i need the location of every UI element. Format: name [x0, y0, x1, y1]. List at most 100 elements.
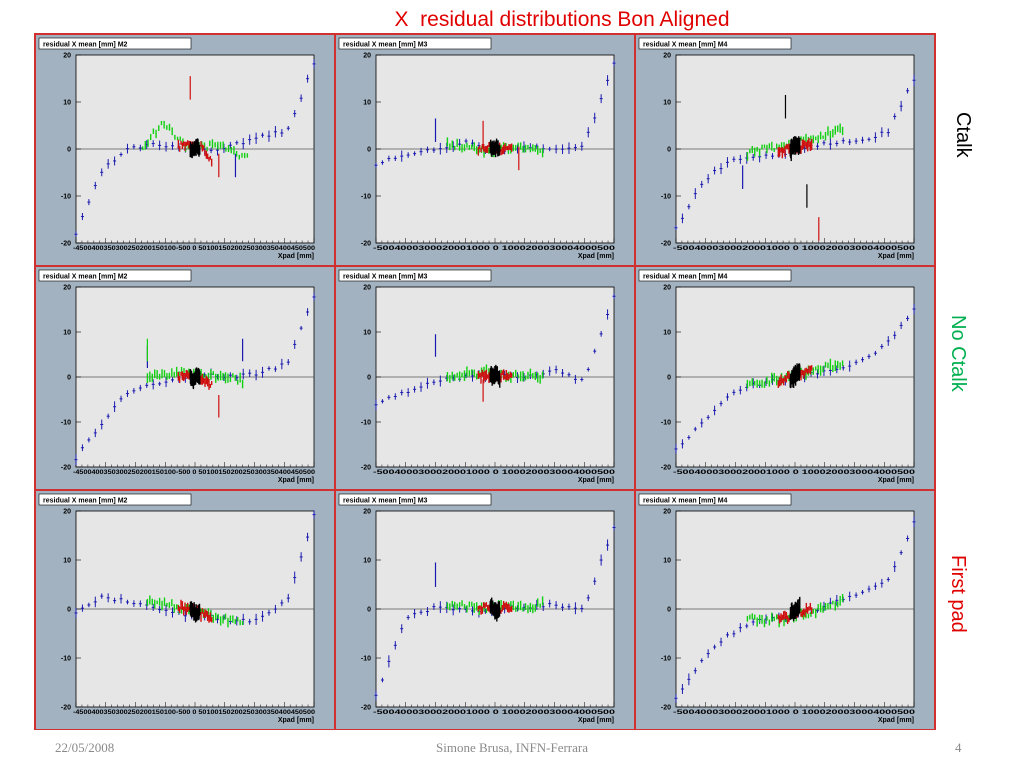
y-tick-label: -20 [661, 705, 671, 712]
plot-title-box [638, 269, 792, 282]
y-tick-label: 0 [367, 375, 371, 382]
y-tick-label: 0 [367, 607, 371, 614]
y-tick-label: -10 [361, 194, 371, 201]
plot-panel: residual X mean [mm] M3 20 10 0 -10 -20 -50040… [335, 490, 635, 730]
plot-svg: residual X mean [mm] M2 20 10 0 -10 -20-45004… [38, 493, 316, 724]
plot-title: residual X mean [mm] M4 [643, 498, 728, 505]
y-tick-label: 20 [363, 509, 371, 516]
row-label-ctalk: Ctalk [952, 112, 974, 158]
y-tick-label: -20 [61, 241, 71, 248]
y-tick-label: 20 [363, 285, 371, 292]
plot-title: residual X mean [mm] M3 [343, 274, 428, 281]
x-axis-label: Xpad [mm] [578, 477, 614, 484]
y-tick-label: -10 [61, 420, 71, 427]
x-tick-labels: -5004000300020001000 0 10002000300040005… [373, 469, 616, 476]
x-tick-labels: -4500400350300250200150100-500 0 5010015… [73, 469, 316, 476]
series-region-4 [784, 94, 808, 208]
y-tick-label: 10 [363, 100, 371, 107]
y-tick-label: -20 [61, 705, 71, 712]
plot-svg: residual X mean [mm] M4 20 10 0 -10 -20-50040… [638, 493, 916, 724]
series-region-4 [189, 601, 201, 623]
footer-date: 22/05/2008 [55, 740, 115, 755]
x-tick-labels: -5004000300020001000 0 10002000300040005… [373, 245, 616, 252]
y-tick-label: 20 [663, 53, 671, 60]
plot-panel: residual X mean [mm] M4 20 10 0 -10 -20 -50040… [635, 266, 935, 490]
x-axis-label: Xpad [mm] [278, 253, 314, 260]
plot-svg: residual X mean [mm] M3 20 10 0 -10 -20-50040… [338, 37, 616, 260]
y-tick-label: -20 [361, 241, 371, 248]
x-tick-labels: -5004000300020001000 0 10002000300040005… [673, 245, 916, 252]
series-region-4 [489, 138, 501, 158]
y-tick-label: 20 [63, 509, 71, 516]
y-tick-label: -20 [61, 465, 71, 472]
x-tick-labels: -4500400350300250200150100-500 0 5010015… [73, 709, 316, 716]
y-tick-label: -10 [61, 656, 71, 663]
plot-svg: residual X mean [mm] M3 20 10 0 -10 -20-50040… [338, 269, 616, 484]
y-tick-label: 0 [667, 375, 671, 382]
plot-svg: residual X mean [mm] M4 20 10 0 -10 -20-50040… [638, 269, 916, 484]
plot-title-box [638, 37, 792, 50]
y-tick-label: -10 [61, 194, 71, 201]
series-region-4 [489, 364, 501, 388]
plot-panel: residual X mean [mm] M2 20 10 0 -10 -20 -45004… [35, 34, 335, 266]
plot-panel: residual X mean [mm] M2 20 10 0 -10 -20 -45004… [35, 266, 335, 490]
plot-title: residual X mean [mm] M4 [643, 274, 728, 281]
plot-svg: residual X mean [mm] M4 20 10 0 -10 -20-50040… [638, 37, 916, 260]
plot-title-box [338, 493, 492, 506]
x-axis-label: Xpad [mm] [878, 717, 914, 724]
plot-panel: residual X mean [mm] M2 20 10 0 -10 -20 -45004… [35, 490, 335, 730]
x-tick-labels: -5004000300020001000 0 10002000300040005… [673, 469, 916, 476]
y-tick-label: 0 [667, 147, 671, 154]
series-region-4 [189, 138, 201, 159]
plot-title: residual X mean [mm] M2 [43, 274, 128, 281]
x-tick-labels: -4500400350300250200150100-500 0 5010015… [73, 245, 316, 252]
y-tick-label: -20 [361, 465, 371, 472]
y-tick-label: 10 [663, 100, 671, 107]
footer-author: Simone Brusa, INFN-Ferrara [436, 740, 588, 755]
footer-page-number: 4 [955, 740, 962, 755]
plot-panel: residual X mean [mm] M4 20 10 0 -10 -20 -50040… [635, 490, 935, 730]
y-tick-label: 10 [663, 330, 671, 337]
y-tick-label: 20 [63, 285, 71, 292]
series-region-4 [489, 597, 501, 622]
y-tick-label: 10 [363, 330, 371, 337]
series-region-1 [74, 59, 316, 238]
x-tick-labels: -5004000300020001000 0 10002000300040005… [373, 709, 616, 716]
plot-title: residual X mean [mm] M2 [43, 42, 128, 49]
plot-title-box [38, 269, 192, 282]
y-tick-label: 20 [363, 53, 371, 60]
plot-panel: residual X mean [mm] M3 20 10 0 -10 -20 -50040… [335, 266, 635, 490]
slide-title: X residual distributions Bon Aligned [394, 8, 730, 31]
y-tick-label: -20 [661, 241, 671, 248]
y-tick-label: 0 [667, 607, 671, 614]
row-label-first-pad: First pad [947, 555, 969, 633]
plot-title-box [638, 493, 792, 506]
plot-svg: residual X mean [mm] M2 20 10 0 -10 -20-45004… [38, 37, 316, 260]
x-axis-label: Xpad [mm] [878, 477, 914, 484]
plot-title: residual X mean [mm] M3 [343, 498, 428, 505]
plot-title: residual X mean [mm] M4 [643, 42, 728, 49]
y-tick-label: -20 [661, 465, 671, 472]
y-tick-label: 20 [663, 509, 671, 516]
y-tick-label: 10 [663, 558, 671, 565]
y-tick-label: 0 [67, 147, 71, 154]
y-tick-label: 10 [63, 330, 71, 337]
y-tick-label: 0 [367, 147, 371, 154]
y-tick-label: -10 [661, 656, 671, 663]
y-tick-label: -20 [361, 705, 371, 712]
y-tick-label: 10 [63, 100, 71, 107]
y-tick-label: 20 [663, 285, 671, 292]
y-tick-label: -10 [361, 656, 371, 663]
series-region-4 [789, 596, 801, 622]
plot-grid: residual X mean [mm] M2 20 10 0 -10 -20 -45004… [34, 33, 936, 730]
x-axis-label: Xpad [mm] [878, 253, 914, 260]
y-tick-label: -10 [361, 420, 371, 427]
y-tick-label: 10 [363, 558, 371, 565]
series-region-4 [189, 367, 201, 390]
series-region-1 [674, 74, 916, 230]
plot-title-box [338, 269, 492, 282]
x-axis-label: Xpad [mm] [578, 253, 614, 260]
series-region-2 [446, 596, 544, 616]
series-region-4 [789, 363, 801, 389]
plot-panel: residual X mean [mm] M3 20 10 0 -10 -20 -50040… [335, 34, 635, 266]
